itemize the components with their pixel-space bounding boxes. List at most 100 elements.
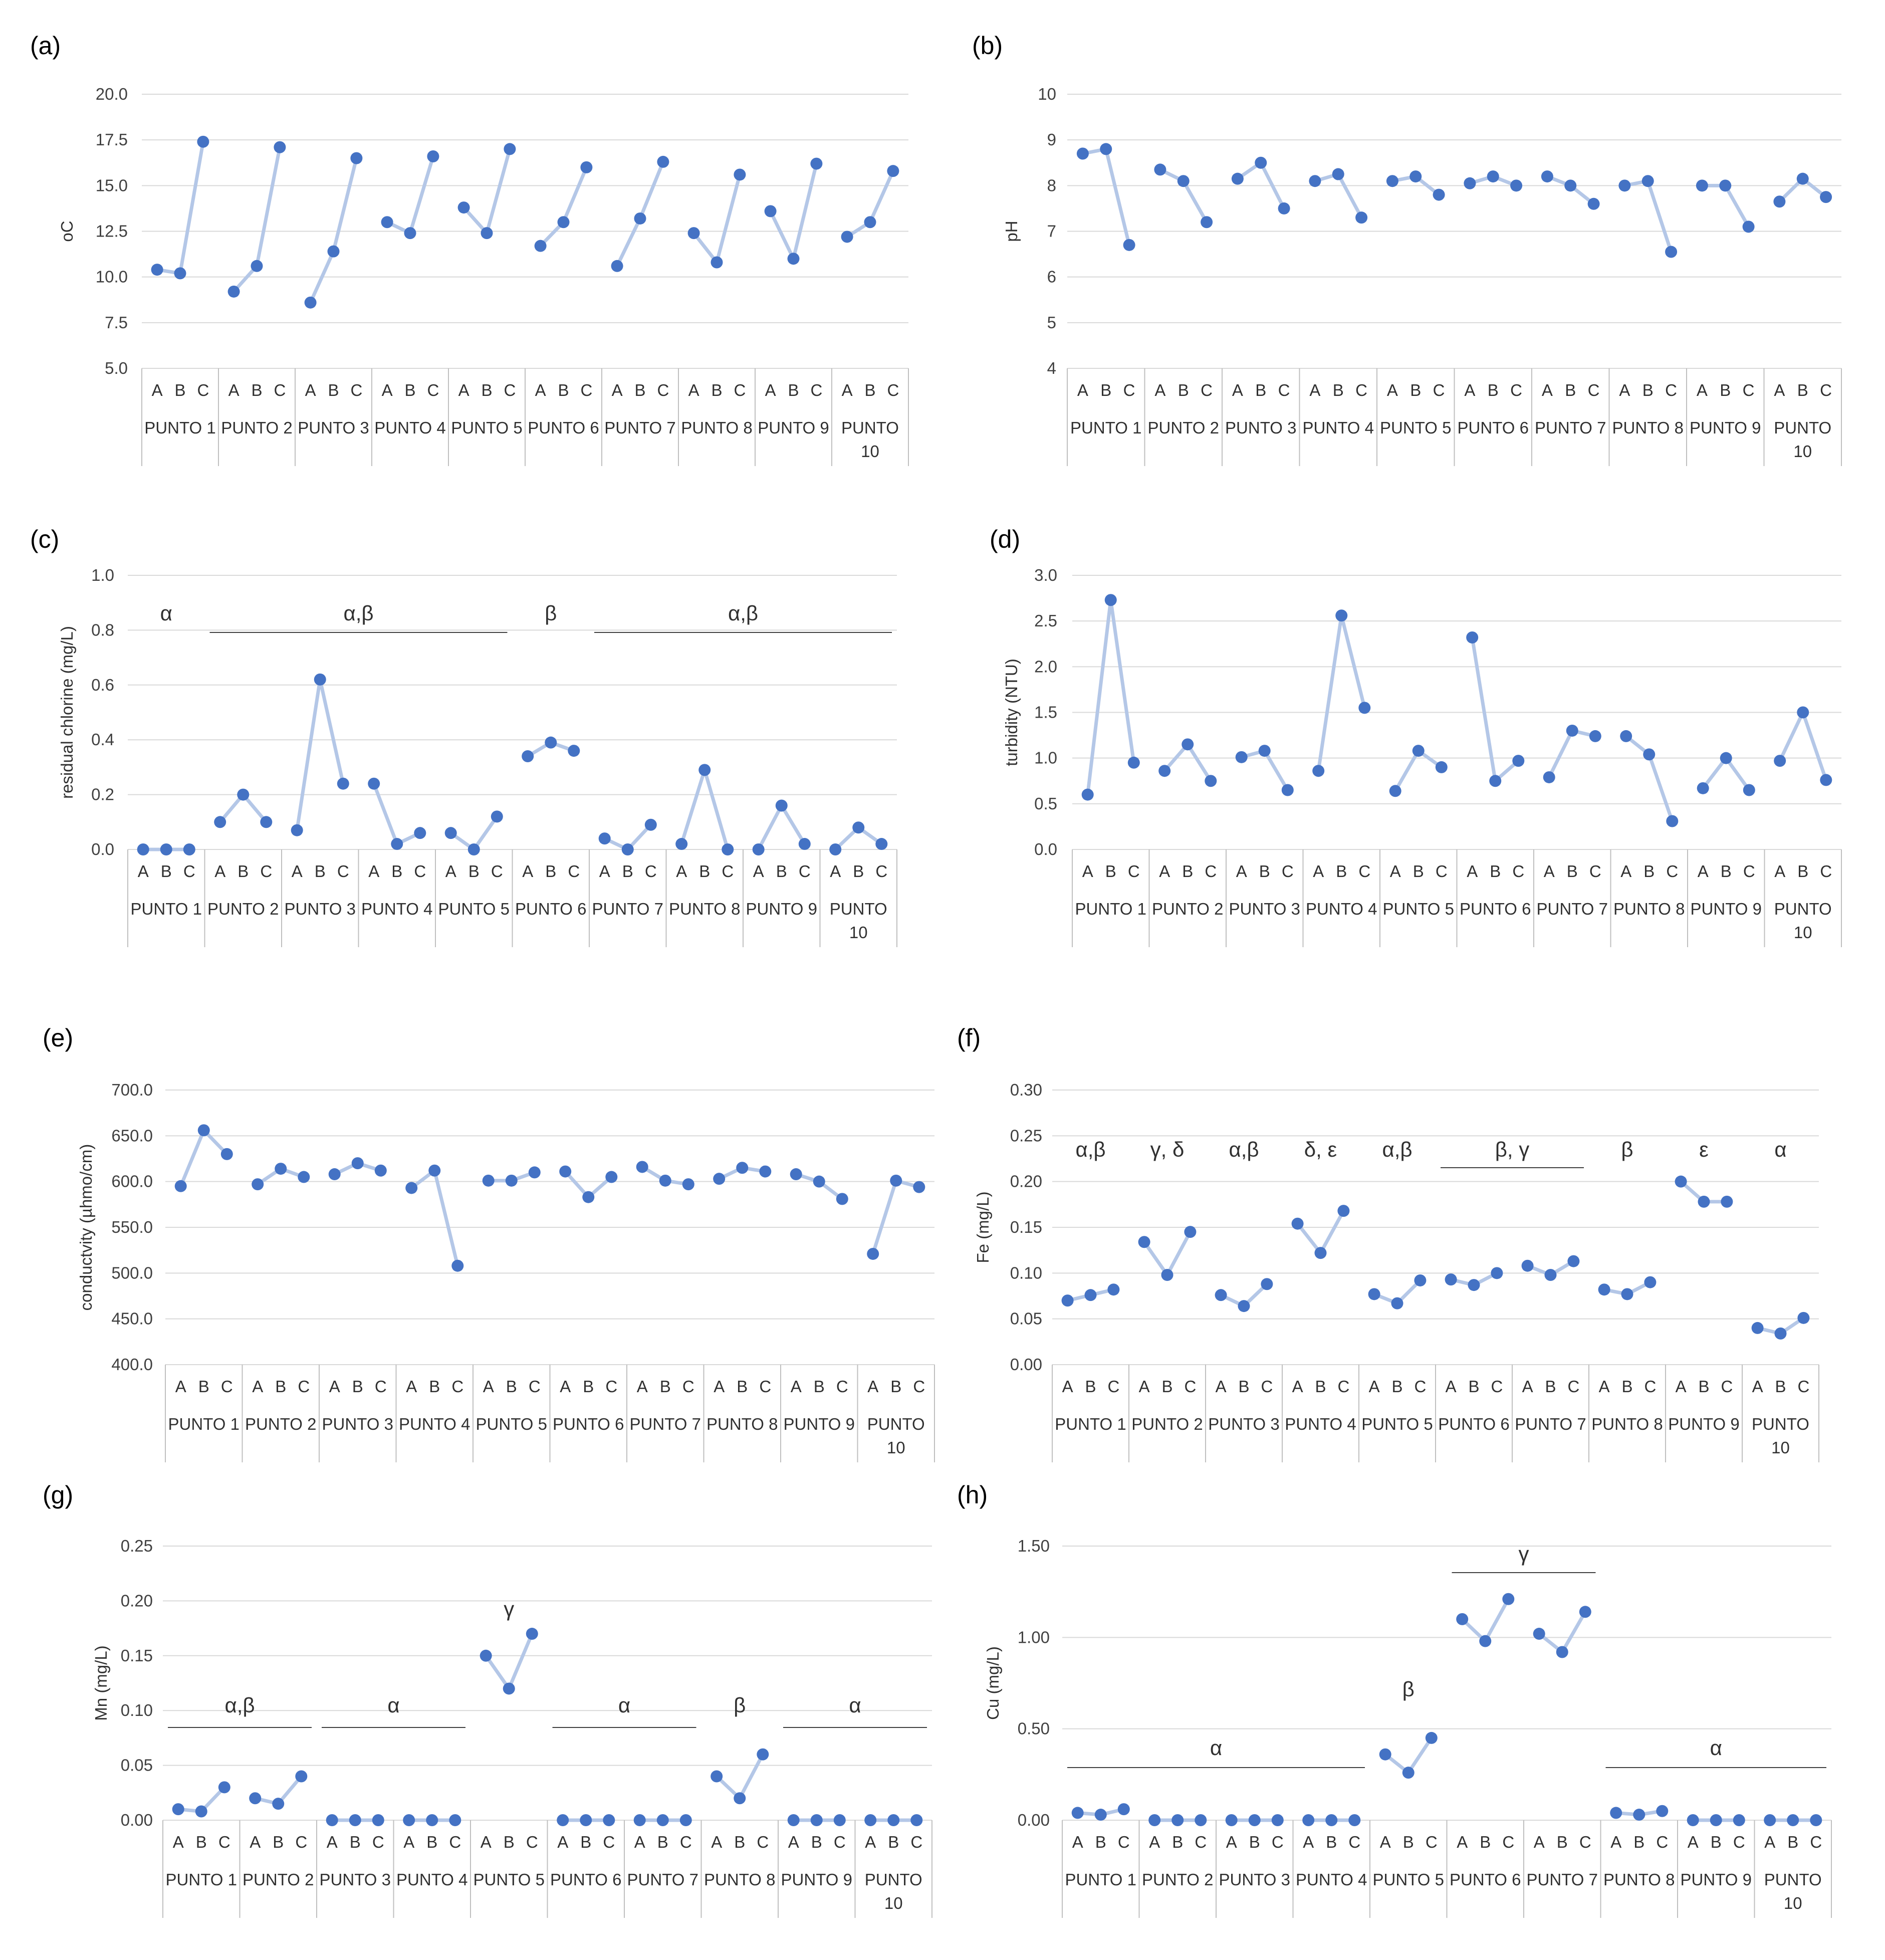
x-group-label: PUNTO 9 [1681, 1870, 1752, 1889]
panel-label: (d) [990, 525, 1020, 553]
x-category-label: B [506, 1377, 517, 1396]
data-point-punto-5-b [1402, 1767, 1415, 1779]
data-point-punto-8-c [1666, 815, 1679, 827]
panel-label: (g) [43, 1481, 73, 1509]
significance-label: γ [1519, 1542, 1529, 1566]
x-group-label: PUNTO 7 [630, 1415, 701, 1433]
x-category-label: A [1522, 1377, 1533, 1396]
x-category-label: B [1565, 381, 1576, 399]
series-line [372, 783, 421, 846]
data-point-punto-5-b [481, 227, 493, 240]
series-line [410, 1169, 459, 1266]
x-category-label: A [305, 381, 316, 399]
x-group-label: PUNTO 3 [1208, 1415, 1279, 1433]
data-point-punto-6-a [522, 750, 534, 763]
significance-label: α [1210, 1736, 1222, 1760]
x-category-label: A [1232, 381, 1243, 399]
data-point-punto-9-c [1733, 1814, 1745, 1826]
x-group-label: PUNTO [841, 418, 899, 437]
data-point-punto-9-c [810, 157, 823, 170]
x-category-label: A [250, 1833, 261, 1851]
x-group-label: PUNTO 6 [528, 418, 599, 437]
x-group-label: PUNTO 3 [285, 900, 356, 918]
x-category-label: B [352, 1377, 363, 1396]
series-line [1316, 613, 1366, 771]
x-category-label: B [391, 862, 402, 881]
panel-label: (h) [957, 1481, 988, 1509]
x-category-label: B [1557, 1833, 1568, 1851]
data-point-punto-1-c [197, 135, 209, 148]
significance-label: α [849, 1693, 861, 1717]
x-category-label: B [1643, 862, 1655, 881]
x-category-label: C [1589, 862, 1601, 881]
x-category-label: B [1095, 1833, 1106, 1851]
x-group-label: PUNTO 2 [245, 1415, 316, 1433]
data-point-punto-8-c [1665, 246, 1678, 258]
x-group-label: PUNTO 4 [361, 900, 432, 918]
data-point-punto-6-b [545, 736, 557, 749]
data-point-punto-9-a [1675, 1175, 1687, 1188]
data-point-punto-4-c [451, 1259, 464, 1272]
x-category-label: A [1390, 862, 1401, 881]
significance-label: γ [504, 1597, 514, 1621]
series-line [757, 803, 806, 850]
x-group-label: 10 [861, 442, 879, 461]
series-line [692, 174, 742, 264]
x-group-label: PUNTO 1 [166, 1870, 237, 1889]
data-point-punto-6-b [580, 1814, 592, 1826]
x-category-label: B [328, 381, 339, 399]
x-group-label: PUNTO 8 [1591, 1415, 1663, 1433]
x-category-label: B [657, 1833, 668, 1851]
x-group-label: PUNTO 8 [1603, 1870, 1675, 1889]
significance-label: β [734, 1693, 746, 1717]
data-point-punto-7-a [1521, 1259, 1534, 1272]
x-group-label: 10 [1793, 442, 1812, 461]
x-group-label: PUNTO 2 [243, 1870, 314, 1889]
x-category-label: B [350, 1833, 361, 1851]
y-axis-title: residual chlorine (mg/L) [58, 626, 76, 799]
x-category-label: B [404, 381, 415, 399]
x-category-label: C [1414, 1377, 1426, 1396]
x-group-label: PUNTO 9 [746, 900, 817, 918]
x-group-label: PUNTO 1 [1055, 1415, 1126, 1433]
data-point-punto-7-b [1556, 1646, 1568, 1658]
data-point-punto-7-b [656, 1814, 669, 1826]
panel-label: (a) [30, 32, 61, 60]
x-category-label: C [449, 1833, 461, 1851]
series-line [484, 1633, 534, 1690]
x-category-label: B [788, 381, 799, 399]
x-group-label: PUNTO 7 [592, 900, 663, 918]
data-point-punto-1-a [1076, 147, 1089, 160]
x-category-label: A [458, 381, 469, 399]
y-tick-label: 0.8 [91, 620, 114, 639]
x-category-label: C [1184, 1377, 1196, 1396]
x-category-label: A [1542, 381, 1553, 399]
data-point-punto-4-b [1325, 1814, 1338, 1826]
x-category-label: C [759, 1377, 771, 1396]
x-category-label: A [1544, 862, 1555, 881]
x-category-label: A [403, 1833, 414, 1851]
data-point-punto-9-b [813, 1175, 825, 1188]
data-point-punto-4-a [1302, 1814, 1315, 1826]
x-category-label: A [292, 862, 303, 881]
x-category-label: B [1410, 381, 1421, 399]
data-point-punto-1-b [195, 1805, 207, 1818]
x-category-label: A [406, 1377, 417, 1396]
data-point-punto-2-c [274, 141, 286, 153]
data-point-punto-10-b [864, 216, 876, 229]
panel-label: (b) [972, 32, 1003, 60]
x-category-label: A [867, 1377, 878, 1396]
data-point-punto-4-c [427, 150, 439, 162]
data-point-punto-10-a [1773, 195, 1786, 208]
data-point-punto-1-c [1107, 1283, 1120, 1296]
x-group-label: 10 [1771, 1438, 1790, 1457]
x-category-label: A [637, 1377, 648, 1396]
x-category-label: A [1369, 1377, 1380, 1396]
data-point-punto-1-c [183, 843, 195, 855]
data-point-punto-5-b [1391, 1297, 1403, 1310]
data-point-punto-10-a [1751, 1322, 1764, 1334]
series-line [1624, 179, 1673, 253]
significance-label: α,β [1382, 1138, 1412, 1161]
x-category-label: C [337, 862, 349, 881]
series-line [679, 768, 730, 850]
